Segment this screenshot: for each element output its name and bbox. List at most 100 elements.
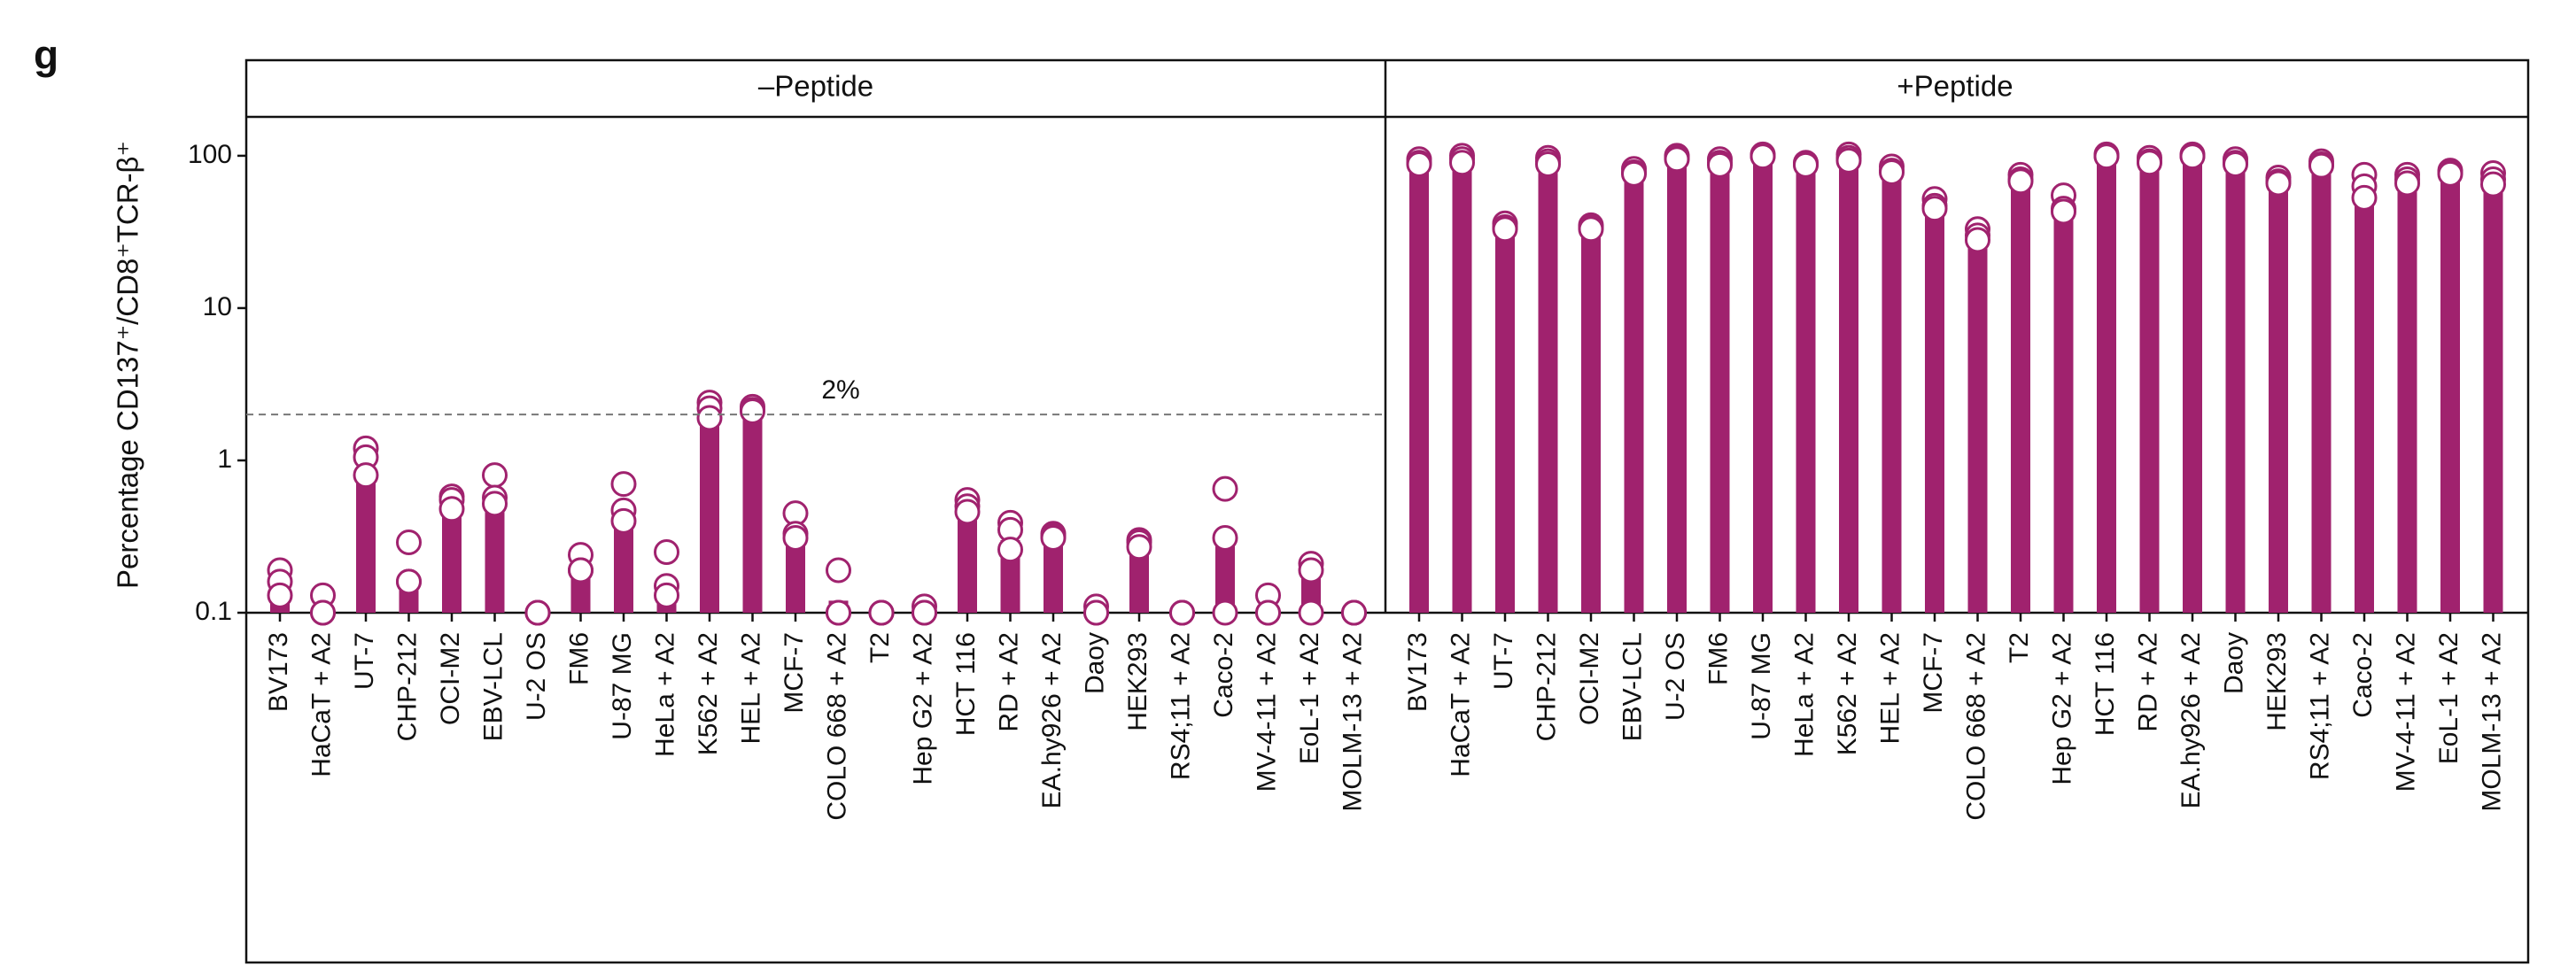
bar bbox=[2355, 189, 2374, 614]
replicate-point bbox=[1707, 151, 1733, 178]
x-tick-label: T2 bbox=[865, 632, 895, 663]
replicate-point bbox=[654, 539, 679, 566]
replicate-point bbox=[1621, 160, 1647, 187]
replicate-point bbox=[1793, 151, 1819, 178]
replicate-point bbox=[782, 524, 809, 551]
x-tick-label: MV-4-11 + A2 bbox=[1252, 632, 1281, 792]
x-tick-label: EBV-LCL bbox=[478, 632, 508, 741]
x-tick-label: CHP-212 bbox=[392, 632, 422, 741]
x-tick-label: MOLM-13 + A2 bbox=[2477, 632, 2506, 812]
replicate-point bbox=[826, 599, 851, 626]
bar bbox=[1967, 240, 1988, 613]
bar bbox=[1581, 228, 1601, 613]
x-tick-label: U-87 MG bbox=[608, 632, 637, 740]
replicate-point bbox=[2007, 168, 2034, 195]
bar bbox=[1925, 208, 1944, 614]
replicate-point bbox=[524, 599, 551, 626]
replicate-point bbox=[568, 557, 594, 584]
x-tick-label: HeLa + A2 bbox=[1789, 632, 1819, 757]
x-tick-label: Hep G2 + A2 bbox=[2047, 632, 2076, 785]
x-tick-label: HeLa + A2 bbox=[650, 632, 679, 757]
replicate-point bbox=[1255, 599, 1281, 626]
bar bbox=[1667, 158, 1687, 613]
replicate-point bbox=[482, 462, 508, 489]
x-tick-label: Hep G2 + A2 bbox=[908, 632, 937, 785]
bar bbox=[2269, 182, 2288, 614]
replicate-point bbox=[2480, 171, 2506, 197]
replicate-point bbox=[1879, 158, 1905, 185]
x-tick-label: BV173 bbox=[264, 632, 293, 712]
x-tick-label: U-2 OS bbox=[1661, 632, 1690, 721]
replicate-point bbox=[2437, 160, 2463, 187]
x-tick-label: HEK293 bbox=[1123, 632, 1152, 731]
x-tick-label: RD + A2 bbox=[2133, 632, 2162, 732]
bar bbox=[2225, 162, 2246, 613]
replicate-point bbox=[1298, 599, 1324, 626]
x-tick-label: HCT 116 bbox=[2091, 632, 2120, 736]
frame bbox=[244, 58, 2530, 964]
x-tick-label: EoL-1 + A2 bbox=[2434, 632, 2463, 764]
bar bbox=[1452, 161, 1472, 613]
bar bbox=[485, 499, 505, 613]
replicate-point bbox=[868, 599, 895, 626]
bar bbox=[614, 521, 633, 613]
bar bbox=[356, 475, 376, 613]
replicate-point bbox=[1212, 475, 1238, 502]
x-tick-label: OCI-M2 bbox=[436, 632, 465, 725]
replicate-point bbox=[482, 491, 508, 517]
bar bbox=[700, 414, 719, 613]
replicate-point bbox=[954, 499, 981, 525]
x-tick-label: MV-4-11 + A2 bbox=[2391, 632, 2420, 792]
replicate-point bbox=[1298, 557, 1324, 584]
replicate-point bbox=[1921, 196, 1948, 222]
replicate-point bbox=[1535, 151, 1561, 177]
x-tick-label: CHP-212 bbox=[1532, 632, 1561, 741]
x-tick-label: FM6 bbox=[564, 632, 594, 685]
x-tick-label: HEK293 bbox=[2262, 632, 2292, 731]
y-tick-label: 10 bbox=[203, 292, 232, 321]
replicate-point bbox=[2265, 170, 2292, 197]
x-tick-label: HEL + A2 bbox=[1875, 632, 1905, 744]
bar bbox=[958, 508, 977, 613]
y-axis-label: Percentage CD137⁺/CD8⁺TCR-β⁺ bbox=[112, 141, 144, 589]
replicate-point bbox=[2308, 152, 2334, 179]
bar bbox=[1215, 539, 1235, 613]
bar bbox=[1710, 162, 1730, 613]
bar bbox=[742, 411, 763, 613]
x-tick-label: BV173 bbox=[1403, 632, 1432, 712]
replicate-point bbox=[1578, 216, 1604, 243]
bar bbox=[1839, 158, 1858, 614]
x-tick-label: MOLM-13 + A2 bbox=[1338, 632, 1367, 812]
replicate-point bbox=[353, 462, 379, 489]
bar bbox=[2440, 173, 2460, 613]
replicate-point bbox=[438, 496, 465, 522]
bar bbox=[2397, 181, 2417, 614]
replicate-point bbox=[1449, 150, 1475, 176]
threshold-label: 2% bbox=[821, 375, 859, 405]
replicate-point bbox=[912, 599, 937, 626]
x-tick-label: Daoy bbox=[2219, 632, 2248, 694]
x-tick-label: EoL-1 + A2 bbox=[1295, 632, 1324, 764]
x-tick-label: OCI-M2 bbox=[1575, 632, 1604, 725]
replicate-point bbox=[1835, 147, 1862, 174]
replicate-point bbox=[1406, 151, 1432, 177]
x-tick-label: HEL + A2 bbox=[736, 632, 765, 744]
replicate-point bbox=[1341, 599, 1367, 626]
replicate-point bbox=[2093, 143, 2120, 170]
replicate-point bbox=[610, 507, 637, 534]
replicate-point bbox=[2179, 143, 2206, 170]
x-tick-label: MCF-7 bbox=[1919, 632, 1948, 714]
bar bbox=[2483, 179, 2503, 613]
panel-label: g bbox=[34, 32, 58, 78]
bar bbox=[442, 506, 462, 613]
replicate-point bbox=[654, 582, 679, 608]
x-tick-label: T2 bbox=[2005, 632, 2034, 663]
bar bbox=[1409, 162, 1429, 613]
x-tick-label: HaCaT + A2 bbox=[306, 632, 336, 777]
bar bbox=[1882, 170, 1902, 614]
x-tick-label: U-87 MG bbox=[1747, 632, 1776, 740]
x-tick-label: U-2 OS bbox=[522, 632, 551, 721]
x-tick-label: K562 + A2 bbox=[694, 632, 723, 755]
replicate-point bbox=[396, 529, 422, 555]
